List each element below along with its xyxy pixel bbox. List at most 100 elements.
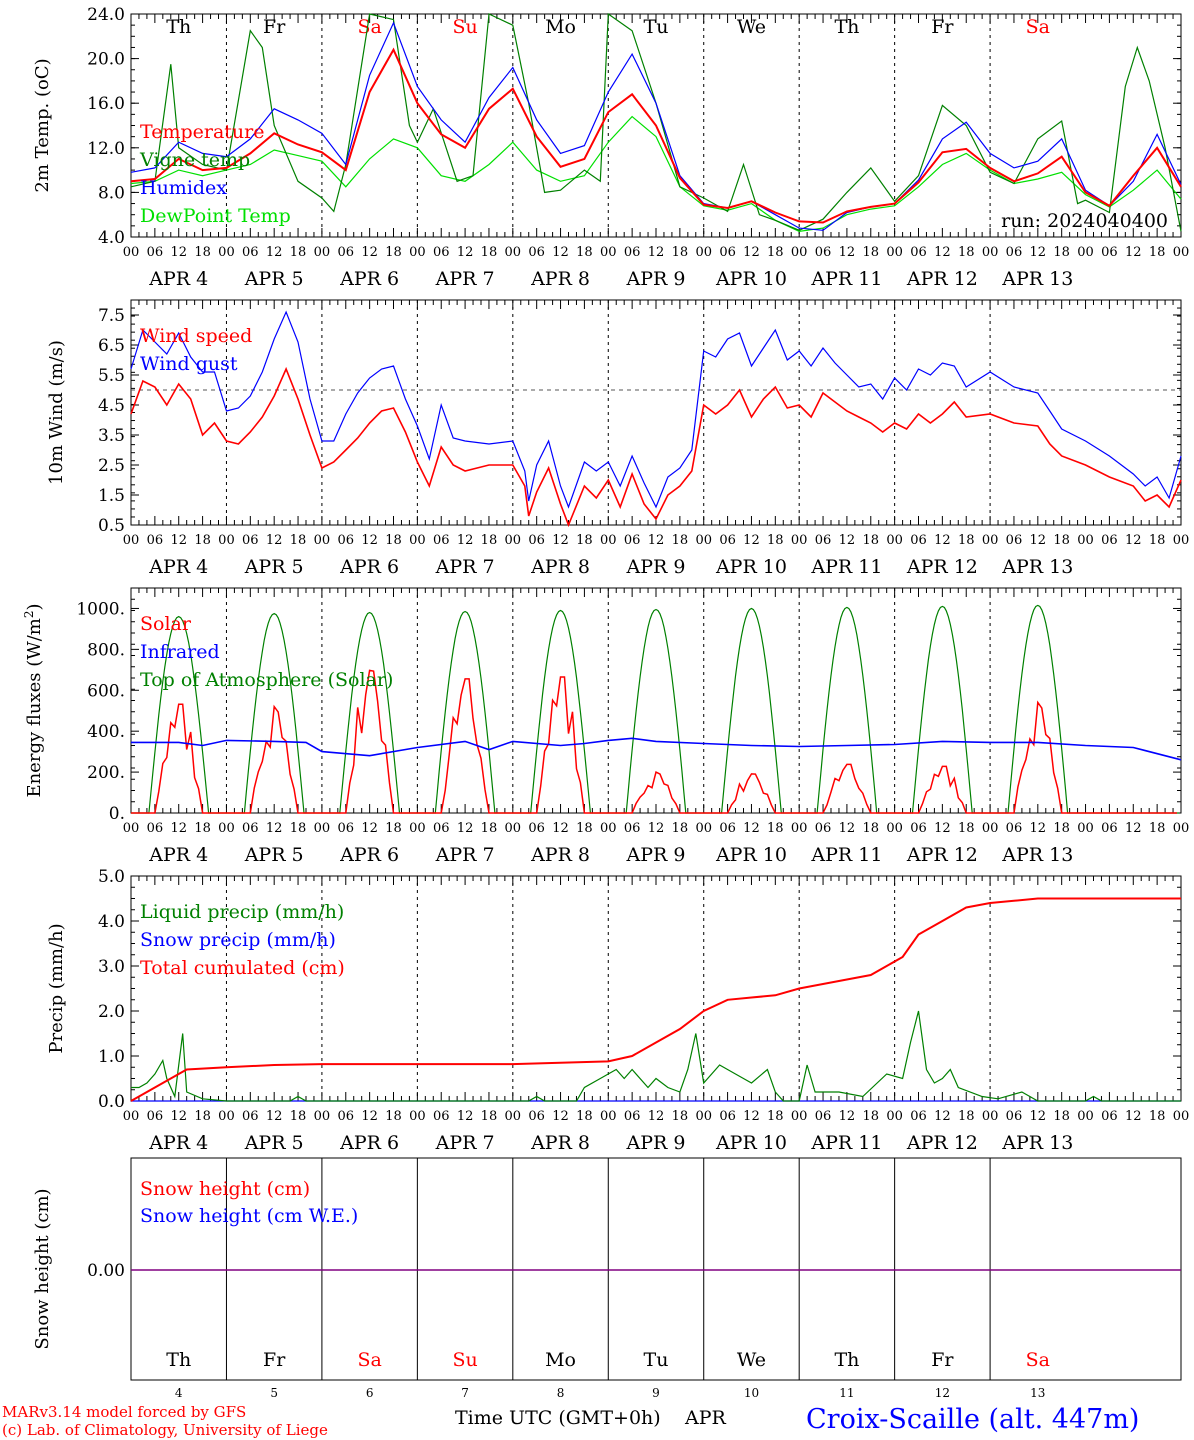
x-tick-label: 12 bbox=[266, 1109, 283, 1124]
date-label: APR 8 bbox=[530, 268, 590, 290]
x-tick-label: 06 bbox=[1006, 821, 1023, 836]
x-tick-label: 00 bbox=[123, 245, 140, 260]
x-tick-label: 18 bbox=[576, 1109, 593, 1124]
x-tick-label: 12 bbox=[934, 1109, 951, 1124]
x-tick-label: 00 bbox=[505, 821, 522, 836]
date-label: APR 12 bbox=[906, 844, 978, 866]
x-tick-label: 18 bbox=[767, 533, 784, 548]
weekday-label: Th bbox=[834, 1349, 859, 1371]
x-tick-label: 06 bbox=[147, 533, 164, 548]
x-tick-label: 00 bbox=[1173, 821, 1190, 836]
x-tick-label: 12 bbox=[743, 1109, 760, 1124]
y-tick-label: 24.0 bbox=[87, 5, 125, 25]
x-tick-label: 00 bbox=[791, 821, 808, 836]
day-number-label: 11 bbox=[839, 1386, 854, 1400]
date-label: APR 11 bbox=[810, 1132, 882, 1154]
bottom-axis-month: APR bbox=[684, 1407, 727, 1429]
x-tick-label: 18 bbox=[194, 533, 211, 548]
day-number-label: 4 bbox=[175, 1386, 183, 1400]
x-tick-label: 12 bbox=[552, 245, 569, 260]
x-tick-label: 18 bbox=[767, 245, 784, 260]
date-label: APR 5 bbox=[244, 556, 304, 578]
weekday-label: Mo bbox=[545, 16, 576, 38]
x-tick-label: 12 bbox=[839, 1109, 856, 1124]
series-humidex bbox=[130, 21, 1182, 231]
x-tick-label: 06 bbox=[815, 821, 832, 836]
x-tick-label: 18 bbox=[481, 1109, 498, 1124]
y-tick-label: 4.0 bbox=[98, 912, 125, 932]
y-tick-label: 5.0 bbox=[98, 867, 125, 887]
weekday-label: Sa bbox=[357, 1349, 381, 1371]
date-label: APR 13 bbox=[1001, 268, 1073, 290]
legend-entry: Humidex bbox=[140, 177, 227, 199]
x-tick-label: 00 bbox=[314, 245, 331, 260]
temperature-panel: 00 06 12 18 00 06 12 18 00 06 12 18 00 06 12 18 00 06 12 18… bbox=[32, 5, 1189, 290]
weekday-label: Fr bbox=[263, 1349, 286, 1371]
day-number-label: 10 bbox=[744, 1386, 759, 1400]
legend-entry: Snow precip (mm/h) bbox=[140, 929, 336, 951]
y-tick-label: 5.5 bbox=[98, 366, 125, 386]
credit-line-2: (c) Lab. of Climatology, University of L… bbox=[2, 1421, 328, 1439]
credit-line-1: MARv3.14 model forced by GFS bbox=[2, 1403, 246, 1421]
x-tick-label: 12 bbox=[1030, 245, 1047, 260]
x-tick-label: 18 bbox=[672, 533, 689, 548]
y-tick-label: 8.0 bbox=[98, 183, 125, 203]
y-tick-label: 0.0 bbox=[98, 1092, 125, 1112]
x-tick-label: 06 bbox=[1101, 533, 1118, 548]
x-tick-label: 00 bbox=[791, 533, 808, 548]
x-tick-label: 18 bbox=[481, 821, 498, 836]
x-tick-label: 12 bbox=[457, 533, 474, 548]
date-label: APR 13 bbox=[1001, 1132, 1073, 1154]
station-name: Croix-Scaille (alt. 447m) bbox=[806, 1404, 1139, 1435]
y-tick-label: 7.5 bbox=[98, 306, 125, 326]
x-tick-label: 06 bbox=[528, 1109, 545, 1124]
x-tick-label: 12 bbox=[361, 533, 378, 548]
date-label: APR 9 bbox=[626, 844, 686, 866]
date-label: APR 8 bbox=[530, 556, 590, 578]
x-tick-label: 06 bbox=[1006, 245, 1023, 260]
x-tick-label: 06 bbox=[1006, 1109, 1023, 1124]
x-tick-label: 18 bbox=[385, 1109, 402, 1124]
x-tick-label: 00 bbox=[695, 533, 712, 548]
x-tick-label: 18 bbox=[1149, 821, 1166, 836]
day-number-label: 6 bbox=[366, 1386, 374, 1400]
y-tick-label: 0.00 bbox=[87, 1261, 125, 1281]
x-tick-label: 00 bbox=[1077, 821, 1094, 836]
x-tick-label: 18 bbox=[1053, 821, 1070, 836]
x-tick-label: 12 bbox=[1125, 821, 1142, 836]
y-tick-label: 1.0 bbox=[98, 1047, 125, 1067]
x-tick-label: 18 bbox=[194, 245, 211, 260]
y-tick-label: 1.5 bbox=[98, 486, 125, 506]
legend-entry: DewPoint Temp bbox=[140, 205, 291, 227]
date-label: APR 11 bbox=[810, 268, 882, 290]
y-tick-label: 0. bbox=[109, 804, 125, 824]
x-tick-label: 00 bbox=[982, 1109, 999, 1124]
y-tick-label: 3.5 bbox=[98, 426, 125, 446]
x-tick-label: 06 bbox=[719, 1109, 736, 1124]
x-tick-label: 12 bbox=[457, 1109, 474, 1124]
x-tick-label: 18 bbox=[862, 821, 879, 836]
x-tick-label: 18 bbox=[290, 821, 307, 836]
x-tick-label: 06 bbox=[719, 245, 736, 260]
x-tick-label: 00 bbox=[1077, 533, 1094, 548]
x-tick-label: 18 bbox=[290, 1109, 307, 1124]
x-tick-label: 00 bbox=[505, 1109, 522, 1124]
wind-panel: 00 06 12 18 00 06 12 18 00 06 12 18 00 06 12 18 00 06 12 18… bbox=[46, 299, 1189, 578]
x-tick-label: 18 bbox=[672, 1109, 689, 1124]
x-tick-label: 06 bbox=[624, 1109, 641, 1124]
y-tick-label: 4.0 bbox=[98, 228, 125, 248]
x-tick-label: 06 bbox=[1006, 533, 1023, 548]
x-tick-label: 06 bbox=[337, 533, 354, 548]
day-number-label: 13 bbox=[1030, 1386, 1045, 1400]
y-tick-label: 400. bbox=[87, 722, 125, 742]
weekday-label: Fr bbox=[263, 16, 286, 38]
x-tick-label: 12 bbox=[648, 1109, 665, 1124]
x-tick-label: 06 bbox=[719, 821, 736, 836]
x-tick-label: 12 bbox=[552, 821, 569, 836]
x-tick-label: 00 bbox=[600, 245, 617, 260]
y-tick-label: 16.0 bbox=[87, 94, 125, 114]
plot-frame bbox=[130, 1157, 1182, 1381]
x-tick-label: 12 bbox=[457, 821, 474, 836]
plot-frame bbox=[130, 587, 1182, 814]
